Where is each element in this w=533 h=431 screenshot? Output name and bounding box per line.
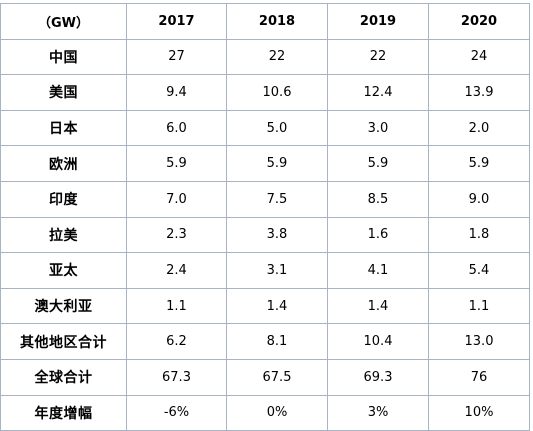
row-label: 美国 [0, 74, 127, 111]
table-row: 其他地区合计 6.2 8.1 10.4 13.0 [0, 323, 530, 360]
header-unit: （GW） [0, 3, 127, 40]
cell-value: 13.9 [428, 74, 530, 111]
cell-value: 0% [226, 394, 328, 431]
table-header-row: （GW） 2017 2018 2019 2020 [0, 3, 530, 40]
row-label: 日本 [0, 109, 127, 147]
cell-value: 76 [428, 358, 530, 396]
table-row: 亚太 2.4 3.1 4.1 5.4 [0, 252, 530, 289]
cell-value: 9.4 [126, 74, 227, 111]
cell-value: 5.0 [226, 109, 328, 147]
cell-value: 6.2 [126, 323, 227, 360]
cell-value: 10% [428, 394, 530, 431]
capacity-table-container: （GW） 2017 2018 2019 2020 中国 27 22 22 24 … [0, 3, 530, 431]
table-row: 日本 6.0 5.0 3.0 2.0 [0, 109, 530, 147]
row-label: 中国 [0, 38, 127, 76]
cell-value: 67.5 [226, 358, 328, 396]
cell-value: 69.3 [327, 358, 429, 396]
table-row: 中国 27 22 22 24 [0, 38, 530, 76]
header-year-2020: 2020 [428, 3, 530, 40]
table-row: 年度增幅 -6% 0% 3% 10% [0, 394, 530, 431]
row-label: 印度 [0, 180, 127, 218]
cell-value: 6.0 [126, 109, 227, 147]
cell-value: 22 [327, 38, 429, 76]
header-year-2018: 2018 [226, 3, 328, 40]
row-label: 拉美 [0, 216, 127, 254]
cell-value: 10.4 [327, 323, 429, 360]
cell-value: 3.1 [226, 252, 328, 289]
cell-value: 24 [428, 38, 530, 76]
cell-value: 27 [126, 38, 227, 76]
cell-value: 5.9 [226, 145, 328, 182]
cell-value: 5.4 [428, 252, 530, 289]
cell-value: 9.0 [428, 180, 530, 218]
cell-value: 7.5 [226, 180, 328, 218]
capacity-table: （GW） 2017 2018 2019 2020 中国 27 22 22 24 … [0, 3, 530, 431]
cell-value: 5.9 [126, 145, 227, 182]
cell-value: 13.0 [428, 323, 530, 360]
cell-value: 3.0 [327, 109, 429, 147]
table-row: 全球合计 67.3 67.5 69.3 76 [0, 358, 530, 396]
table-row: 澳大利亚 1.1 1.4 1.4 1.1 [0, 287, 530, 325]
cell-value: 67.3 [126, 358, 227, 396]
cell-value: 7.0 [126, 180, 227, 218]
cell-value: -6% [126, 394, 227, 431]
cell-value: 12.4 [327, 74, 429, 111]
row-label: 亚太 [0, 252, 127, 289]
cell-value: 5.9 [428, 145, 530, 182]
cell-value: 8.5 [327, 180, 429, 218]
cell-value: 5.9 [327, 145, 429, 182]
table-row: 美国 9.4 10.6 12.4 13.9 [0, 74, 530, 111]
cell-value: 3% [327, 394, 429, 431]
row-label: 年度增幅 [0, 394, 127, 431]
table-row: 拉美 2.3 3.8 1.6 1.8 [0, 216, 530, 254]
cell-value: 1.1 [428, 287, 530, 325]
cell-value: 1.4 [327, 287, 429, 325]
row-label: 全球合计 [0, 358, 127, 396]
cell-value: 1.1 [126, 287, 227, 325]
header-year-2019: 2019 [327, 3, 429, 40]
table-row: 印度 7.0 7.5 8.5 9.0 [0, 180, 530, 218]
header-year-2017: 2017 [126, 3, 227, 40]
cell-value: 1.6 [327, 216, 429, 254]
table-row: 欧洲 5.9 5.9 5.9 5.9 [0, 145, 530, 182]
cell-value: 2.4 [126, 252, 227, 289]
row-label: 欧洲 [0, 145, 127, 182]
row-label: 其他地区合计 [0, 323, 127, 360]
row-label: 澳大利亚 [0, 287, 127, 325]
cell-value: 4.1 [327, 252, 429, 289]
cell-value: 1.8 [428, 216, 530, 254]
cell-value: 1.4 [226, 287, 328, 325]
cell-value: 3.8 [226, 216, 328, 254]
cell-value: 10.6 [226, 74, 328, 111]
cell-value: 2.0 [428, 109, 530, 147]
cell-value: 8.1 [226, 323, 328, 360]
cell-value: 2.3 [126, 216, 227, 254]
cell-value: 22 [226, 38, 328, 76]
